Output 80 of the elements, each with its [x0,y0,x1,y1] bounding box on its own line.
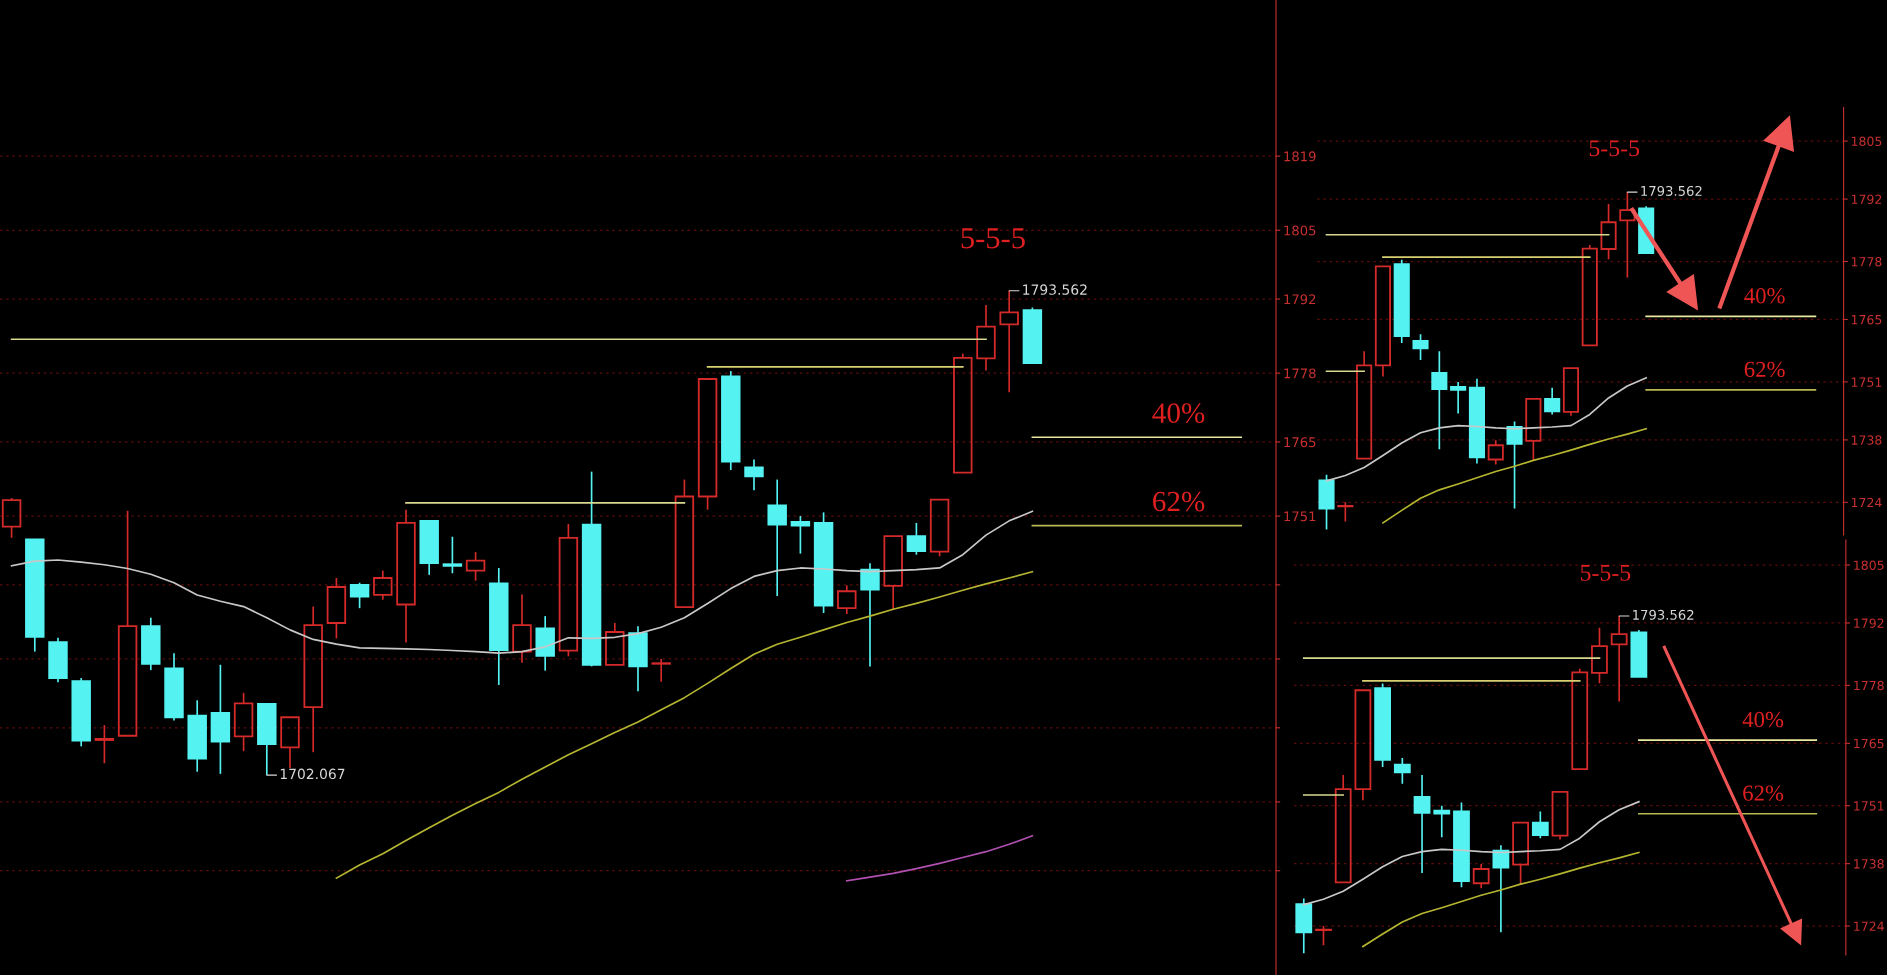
candlestick [1450,381,1467,415]
annotation: 5-5-5 [961,228,1025,249]
y-tick-label: 1778 [1854,680,1884,691]
candlestick [1571,668,1589,771]
line-series [1382,427,1648,524]
candlestick [512,593,532,664]
candlestick [280,716,300,769]
series-label: 62% [1153,491,1205,512]
candlestick [396,508,416,644]
candlestick [419,519,439,576]
candlestick [141,616,161,671]
line-series [1362,851,1640,948]
annotation: 1793.562 [1023,284,1087,295]
candlestick [257,703,277,776]
y-tick-label: 1724 [1851,497,1882,508]
candlestick [535,615,555,672]
candlestick [976,304,996,372]
y-tick-label: 1778 [1284,368,1316,379]
y-tick-label: 1751 [1851,377,1882,387]
candlestick [837,584,857,615]
candlestick [1356,350,1373,460]
annotation: 1702.067 [280,768,345,780]
y-tick-label: 1792 [1284,294,1316,305]
candlestick [1610,615,1628,703]
candlestick [999,289,1019,394]
candlestick [1492,844,1510,934]
y-tick-label: 1765 [1854,738,1884,749]
candlestick [187,699,207,773]
annotation: 1793.562 [1633,609,1694,620]
candlestick [1431,350,1448,451]
candlestick [1468,377,1485,465]
candlestick [1374,265,1391,378]
y-tick-label: 1805 [1854,560,1884,570]
y-tick-label: 1765 [1284,437,1316,448]
candlestick [373,569,393,601]
candlestick [489,567,509,686]
candlestick [1354,689,1372,802]
y-tick-label: 1765 [1851,314,1882,325]
annotation: 5-5-5 [1580,565,1631,581]
candlestick [1525,397,1542,462]
y-tick-label: 1778 [1851,256,1882,267]
series-label: 40% [1744,288,1785,304]
candlestick [117,509,138,737]
series-label: 62% [1743,785,1784,801]
candlestick [628,625,648,693]
candlestick [210,663,231,775]
candlestick [883,535,903,611]
series-label: 40% [1742,711,1784,728]
y-tick-label: 1792 [1851,194,1882,204]
y-tick-label: 1738 [1851,435,1882,445]
line-series [10,510,1034,655]
annotation: 5-5-5 [1589,140,1640,157]
candlestick [744,458,764,491]
y-tick-label: 1792 [1854,618,1884,628]
series-label: 62% [1744,361,1785,378]
candlestick [1413,774,1431,874]
candlestick [1581,244,1598,347]
y-tick-label: 1724 [1854,921,1884,931]
candlestick [1551,790,1569,841]
candlestick [605,622,625,666]
candlestick [767,478,787,597]
series-label: 40% [1152,403,1205,424]
candlestick [1433,804,1451,839]
y-tick-label: 1805 [1284,225,1316,236]
candlestick [860,562,880,668]
y-tick-label: 1819 [1284,151,1316,162]
line-series [845,834,1034,882]
candlestick [1487,439,1504,466]
candlestick [1295,897,1313,955]
y-tick-label: 1751 [1854,801,1884,811]
candlestick [1334,774,1352,884]
candlestick [1512,821,1530,885]
y-tick-label: 1751 [1284,511,1316,522]
candlestick [1472,863,1490,889]
y-tick-label: 1805 [1851,136,1882,147]
annotation: 1793.562 [1641,185,1702,196]
y-tick-label: 1738 [1854,859,1884,869]
candlestick [25,538,45,653]
candlestick [303,605,323,753]
candlestick [1337,501,1354,523]
